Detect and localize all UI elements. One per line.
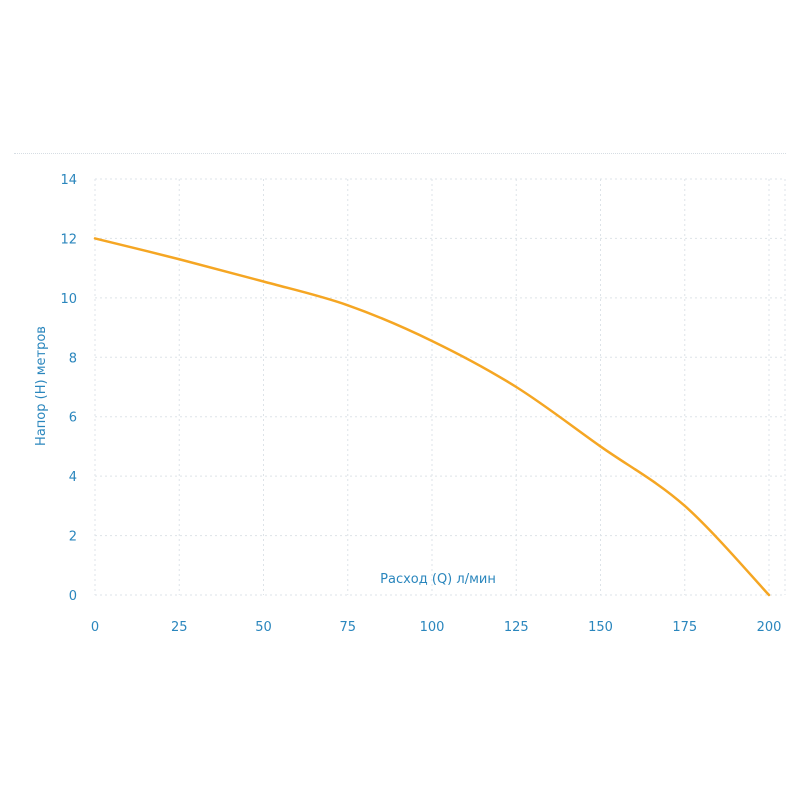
x-tick-label: 50 bbox=[255, 620, 272, 635]
y-axis-ticks: 0 2 4 6 8 10 12 14 bbox=[60, 173, 77, 604]
x-tick-label: 100 bbox=[420, 620, 445, 635]
x-tick-label: 125 bbox=[504, 620, 529, 635]
x-tick-label: 150 bbox=[588, 620, 613, 635]
y-axis-title: Напор (H) метров bbox=[34, 326, 49, 446]
y-tick-label: 10 bbox=[60, 292, 77, 307]
y-tick-label: 6 bbox=[69, 411, 77, 426]
series-line bbox=[93, 237, 771, 597]
x-axis-ticks: 0 25 50 75 100 125 150 175 200 bbox=[91, 620, 782, 635]
y-tick-label: 4 bbox=[69, 470, 77, 485]
x-tick-label: 200 bbox=[757, 620, 782, 635]
y-tick-label: 2 bbox=[69, 530, 77, 545]
y-tick-label: 14 bbox=[60, 173, 77, 188]
y-tick-label: 8 bbox=[69, 351, 77, 366]
x-tick-label: 75 bbox=[339, 620, 356, 635]
top-divider bbox=[14, 153, 786, 154]
grid bbox=[94, 178, 786, 596]
x-axis-title: Расход (Q) л/мин bbox=[380, 572, 496, 587]
x-tick-label: 25 bbox=[171, 620, 188, 635]
x-tick-label: 0 bbox=[91, 620, 99, 635]
x-tick-label: 175 bbox=[672, 620, 697, 635]
y-tick-label: 12 bbox=[60, 232, 77, 247]
series-layer bbox=[93, 237, 771, 597]
y-tick-label: 0 bbox=[69, 589, 77, 604]
